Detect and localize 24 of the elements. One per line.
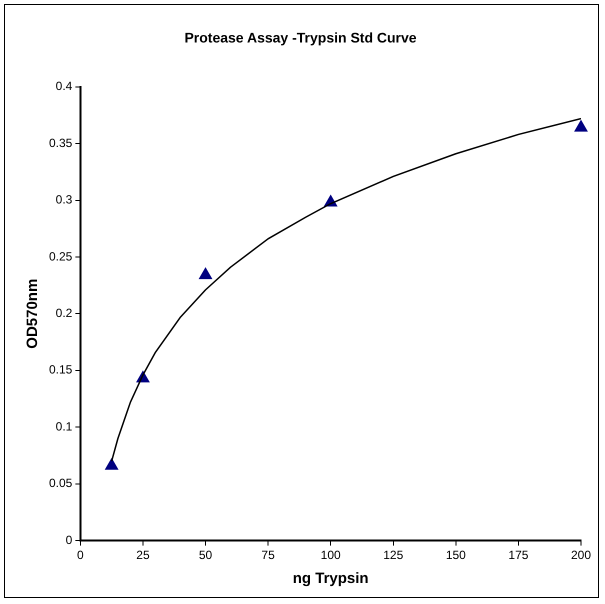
x-axis-title: ng Trypsin bbox=[292, 570, 369, 588]
x-tick-label: 100 bbox=[320, 548, 342, 562]
point bbox=[198, 268, 212, 280]
y-tick-label: 0.35 bbox=[48, 136, 73, 150]
x-tick-label: 0 bbox=[77, 548, 84, 562]
x-tick-label: 50 bbox=[198, 548, 213, 562]
y-tick-label: 0.15 bbox=[48, 362, 73, 377]
point bbox=[574, 120, 588, 132]
x-tick-label: 175 bbox=[508, 548, 529, 562]
y-axis-title: OD570nm bbox=[24, 278, 42, 349]
point bbox=[105, 458, 118, 470]
x-tick-label: 125 bbox=[383, 548, 404, 562]
x-tick-label: 25 bbox=[136, 548, 150, 562]
y-tick-label: 0.4 bbox=[56, 79, 73, 94]
y-tick-label: 0.3 bbox=[56, 192, 73, 207]
y-tick-label: 0.1 bbox=[56, 419, 73, 434]
y-tick-label: 0.25 bbox=[48, 249, 73, 264]
x-tick-label: 200 bbox=[570, 548, 592, 562]
x-tick-label: 150 bbox=[446, 548, 466, 562]
y-tick-label: 0.2 bbox=[56, 306, 73, 320]
chart-title: Protease Assay -Trypsin Std Curve bbox=[184, 29, 417, 46]
y-tick-label: 0 bbox=[66, 532, 73, 547]
x-tick-label: 75 bbox=[261, 548, 276, 562]
y-tick-label: 0.05 bbox=[48, 476, 73, 490]
